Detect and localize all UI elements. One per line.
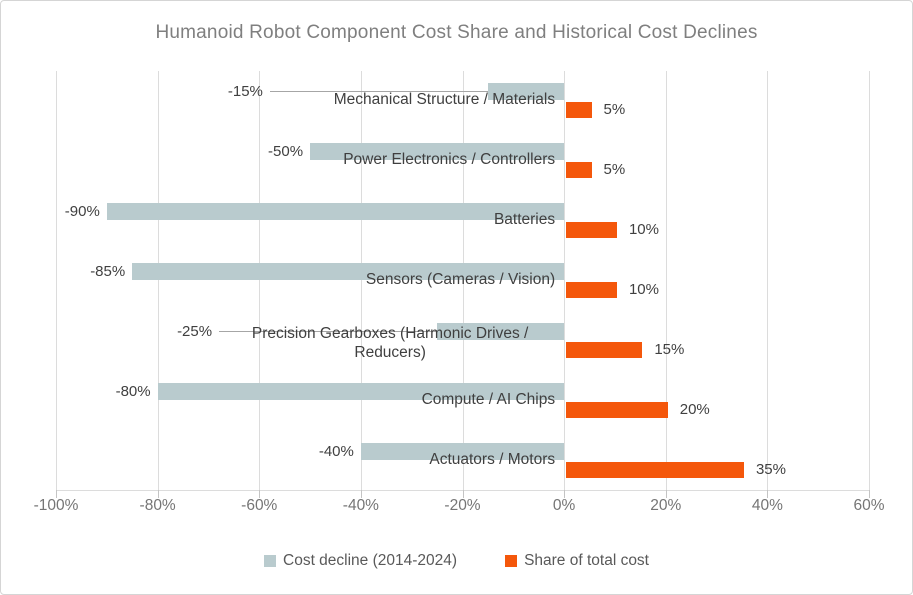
category-label: Mechanical Structure / Materials bbox=[333, 91, 556, 108]
axis-tick bbox=[360, 490, 362, 498]
axis-tick bbox=[564, 490, 566, 498]
axis-tick bbox=[259, 490, 261, 498]
plot-area: -15% Mechanical Structure / Materials 5% -5… bbox=[56, 71, 870, 498]
share-bar bbox=[566, 102, 592, 118]
x-tick-label: -100% bbox=[33, 497, 79, 514]
gridline bbox=[56, 71, 57, 490]
category-row: -90% Batteries 10% bbox=[56, 191, 869, 251]
share-value-label: 10% bbox=[628, 221, 659, 238]
decline-value-label: -15% bbox=[227, 83, 263, 100]
category-label: Compute / AI Chips bbox=[421, 391, 556, 408]
legend-swatch bbox=[505, 555, 518, 567]
category-label: Precision Gearboxes (Harmonic Drives / R… bbox=[251, 325, 529, 361]
x-tick-label: 20% bbox=[650, 497, 682, 514]
legend: Cost decline (2014-2024) Share of total c… bbox=[1, 548, 912, 574]
decline-bar bbox=[132, 263, 565, 280]
share-bar bbox=[566, 222, 617, 238]
decline-value-label: -50% bbox=[268, 143, 304, 160]
category-row: -80% Compute / AI Chips 20% bbox=[56, 371, 869, 431]
x-tick-label: -60% bbox=[241, 497, 278, 514]
axis-tick bbox=[462, 490, 464, 498]
share-bar bbox=[566, 282, 617, 298]
x-tick-label: -40% bbox=[342, 497, 379, 514]
share-value-label: 10% bbox=[628, 281, 659, 298]
x-tick-label: 60% bbox=[853, 497, 885, 514]
chart-title: Humanoid Robot Component Cost Share and … bbox=[155, 22, 758, 43]
share-bar bbox=[566, 342, 643, 358]
x-tick-label: 0% bbox=[552, 497, 576, 514]
axis-tick bbox=[157, 490, 159, 498]
category-label: Batteries bbox=[493, 211, 556, 228]
gridline bbox=[564, 71, 566, 490]
legend-swatch bbox=[264, 555, 276, 567]
category-row: -15% Mechanical Structure / Materials 5% bbox=[56, 71, 869, 131]
share-value-label: 20% bbox=[679, 401, 710, 418]
decline-bar bbox=[360, 443, 565, 460]
share-value-label: 35% bbox=[755, 461, 786, 478]
x-tick-label: 40% bbox=[751, 497, 783, 514]
share-bar bbox=[566, 402, 668, 418]
category-label: Power Electronics / Controllers bbox=[343, 151, 556, 168]
decline-value-label: -90% bbox=[64, 203, 100, 220]
gridline bbox=[360, 71, 362, 490]
decline-bar bbox=[437, 323, 565, 340]
gridline bbox=[157, 71, 159, 490]
leader-line bbox=[269, 91, 488, 92]
share-bar bbox=[566, 462, 744, 478]
gridline bbox=[259, 71, 261, 490]
legend-label: Cost decline (2014-2024) bbox=[283, 552, 458, 569]
x-tick-label: -80% bbox=[139, 497, 176, 514]
share-value-label: 5% bbox=[603, 101, 626, 118]
gridline bbox=[767, 71, 769, 490]
leader-line bbox=[219, 331, 438, 332]
category-label: Actuators / Motors bbox=[429, 451, 556, 468]
decline-value-label: -40% bbox=[318, 443, 354, 460]
axis-tick bbox=[869, 490, 870, 498]
category-row: -25% Precision Gearboxes (Harmonic Drives… bbox=[56, 311, 869, 371]
gridline bbox=[462, 71, 464, 490]
share-bar bbox=[566, 162, 592, 178]
x-tick-label: -20% bbox=[444, 497, 481, 514]
share-value-label: 15% bbox=[654, 341, 685, 358]
decline-value-label: -25% bbox=[177, 323, 213, 340]
decline-value-label: -80% bbox=[115, 383, 151, 400]
decline-bar bbox=[157, 383, 565, 400]
category-row: -40% Actuators / Motors 35% bbox=[56, 431, 869, 491]
legend-item: Share of total cost bbox=[505, 552, 649, 570]
decline-bar bbox=[487, 83, 565, 100]
gridline bbox=[869, 71, 870, 490]
decline-bar bbox=[106, 203, 565, 220]
axis-tick bbox=[767, 490, 769, 498]
legend-item: Cost decline (2014-2024) bbox=[264, 552, 457, 570]
category-row: -85% Sensors (Cameras / Vision) 10% bbox=[56, 251, 869, 311]
x-axis: -100% -80% -60% -40% -20% 0% 20% 40% 60% bbox=[34, 497, 885, 519]
legend-label: Share of total cost bbox=[524, 552, 649, 569]
decline-bar bbox=[310, 143, 565, 160]
axis-tick bbox=[665, 490, 667, 498]
decline-value-label: -85% bbox=[90, 263, 126, 280]
category-row: -50% Power Electronics / Controllers 5% bbox=[56, 131, 869, 191]
gridline bbox=[665, 71, 667, 490]
share-value-label: 5% bbox=[603, 161, 626, 178]
category-label: Sensors (Cameras / Vision) bbox=[365, 271, 556, 288]
axis-tick bbox=[56, 490, 57, 498]
